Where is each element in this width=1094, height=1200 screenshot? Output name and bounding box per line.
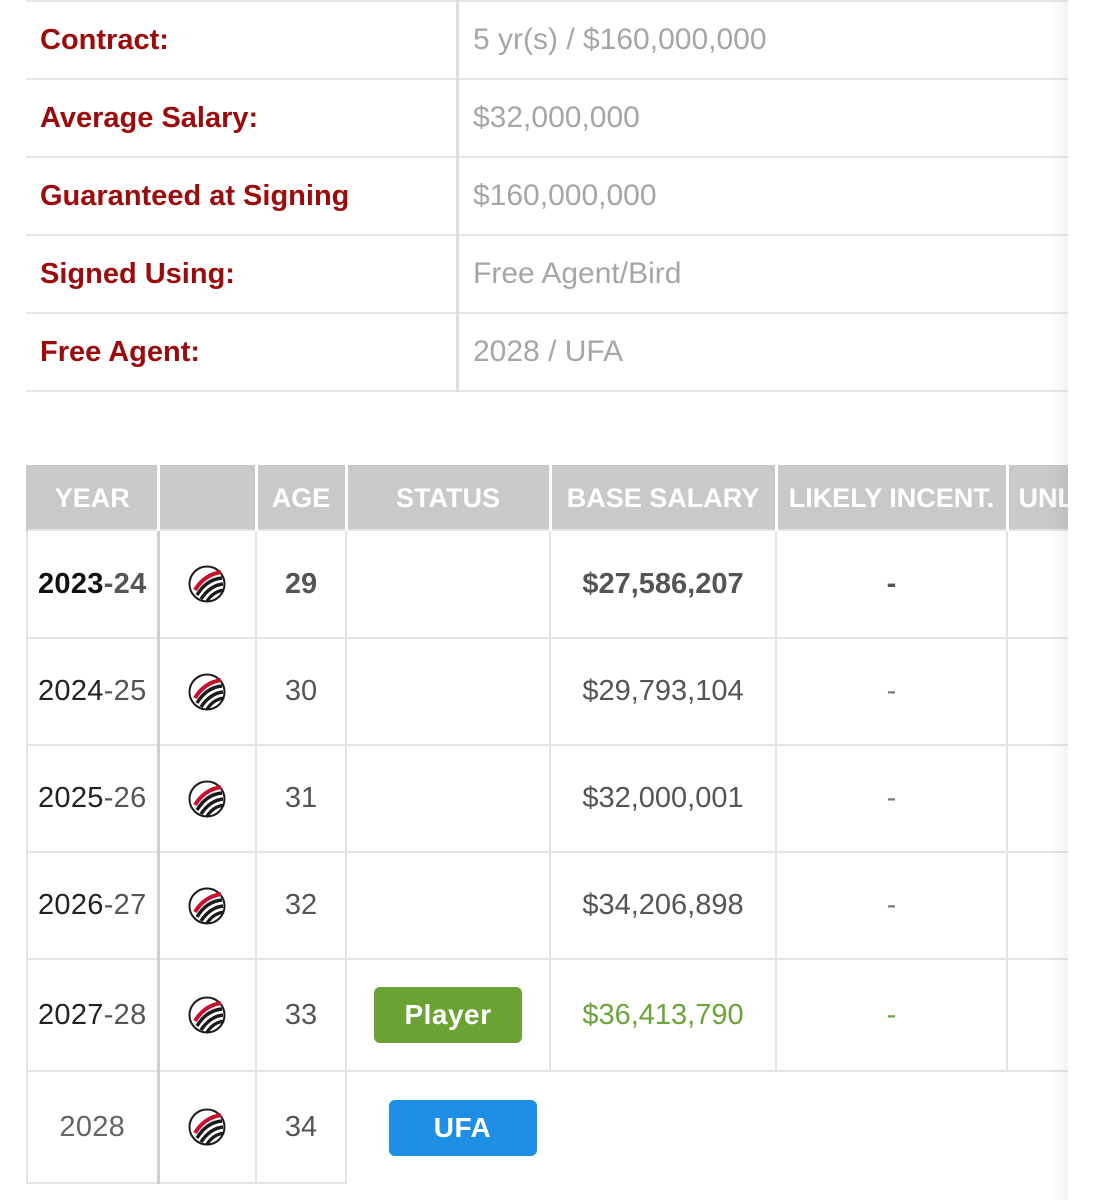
status-cell: [345, 529, 551, 639]
trail-blazers-pinwheel-icon[interactable]: [187, 779, 227, 819]
team-cell: [157, 958, 257, 1072]
likely-incentives-cell: -: [775, 744, 1008, 853]
age-cell: 29: [255, 529, 347, 639]
season-start: 2023: [37, 567, 104, 600]
team-cell: [157, 744, 257, 853]
season-cell: 2028: [26, 1070, 160, 1184]
summary-label: Signed Using:: [26, 235, 459, 314]
season-start: 2026: [37, 889, 104, 921]
status-cell: [345, 744, 551, 853]
empty-cell: [550, 1071, 776, 1183]
age-cell: 34: [255, 1070, 347, 1184]
team-cell: [157, 1070, 257, 1184]
trail-blazers-pinwheel-icon[interactable]: [187, 886, 227, 926]
summary-label: Guaranteed at Signing: [26, 157, 459, 236]
column-header-age[interactable]: AGE: [254, 465, 346, 530]
season-end: -24: [103, 567, 147, 600]
free-agent-row: 2028 34 UFA: [26, 1070, 1094, 1184]
column-header-year[interactable]: YEAR: [26, 465, 158, 530]
season-end: -26: [103, 782, 147, 814]
likely-incentives-cell: -: [775, 851, 1008, 960]
table-row: 2026-27 32 $34,206,898 -: [26, 851, 1094, 960]
summary-value: 2028 / UFA: [457, 313, 1068, 392]
trail-blazers-pinwheel-icon[interactable]: [187, 564, 227, 604]
season-end: -25: [103, 675, 147, 707]
column-header-status[interactable]: STATUS: [344, 465, 550, 530]
season-start: 2024: [37, 675, 104, 707]
likely-incentives-cell: -: [775, 637, 1008, 746]
table-row: 2027-28 33 Player $36,413,790 -: [26, 958, 1094, 1072]
summary-value: $32,000,000: [457, 79, 1068, 158]
status-cell: [345, 851, 551, 960]
ufa-badge[interactable]: UFA: [388, 1099, 537, 1156]
age-cell: 32: [255, 851, 347, 960]
contract-summary: Contract: 5 yr(s) / $160,000,000 Average…: [26, 0, 1068, 392]
summary-row-average-salary: Average Salary: $32,000,000: [26, 79, 1068, 158]
season-end: -27: [103, 889, 147, 921]
trail-blazers-pinwheel-icon[interactable]: [187, 1107, 227, 1147]
status-cell: Player: [345, 958, 551, 1072]
season-start: 2027: [37, 998, 104, 1031]
summary-row-guaranteed: Guaranteed at Signing $160,000,000: [26, 157, 1068, 236]
salary-table: YEAR AGE STATUS BASE SALARY LIKELY INCEN…: [26, 465, 1094, 1184]
player-option-badge[interactable]: Player: [374, 987, 522, 1043]
age-cell: 30: [255, 637, 347, 746]
table-row: 2025-26 31 $32,000,001 -: [26, 744, 1094, 853]
summary-label: Contract:: [26, 0, 459, 80]
team-cell: [157, 529, 257, 639]
table-row: 2023-24 29 $27,586,207 -: [26, 529, 1094, 639]
summary-row-contract: Contract: 5 yr(s) / $160,000,000: [26, 0, 1068, 80]
summary-value: $160,000,000: [457, 157, 1068, 236]
column-header-base-salary[interactable]: BASE SALARY: [548, 465, 776, 530]
team-cell: [157, 851, 257, 960]
likely-incentives-cell: -: [775, 958, 1008, 1072]
summary-label: Free Agent:: [26, 313, 459, 392]
table-row: 2024-25 30 $29,793,104 -: [26, 637, 1094, 746]
base-salary-cell: $32,000,001: [549, 744, 777, 853]
table-header-row: YEAR AGE STATUS BASE SALARY LIKELY INCEN…: [26, 465, 1094, 530]
likely-incentives-cell: -: [775, 529, 1008, 639]
page-edge: [1068, 0, 1094, 1200]
season-cell: 2027-28: [26, 958, 160, 1072]
status-cell: [345, 637, 551, 746]
age-cell: 33: [255, 958, 347, 1072]
summary-label: Average Salary:: [26, 79, 459, 158]
season-end: -28: [103, 998, 147, 1031]
summary-row-signed-using: Signed Using: Free Agent/Bird: [26, 235, 1068, 314]
column-header-likely-incentives[interactable]: LIKELY INCENT.: [774, 465, 1007, 530]
empty-cell: [776, 1071, 1007, 1183]
column-header-team: [156, 465, 256, 530]
summary-row-free-agent: Free Agent: 2028 / UFA: [26, 313, 1068, 392]
season-start: 2025: [37, 782, 104, 814]
summary-value: Free Agent/Bird: [457, 235, 1068, 314]
base-salary-cell: $29,793,104: [549, 637, 777, 746]
base-salary-cell: $34,206,898: [549, 851, 777, 960]
trail-blazers-pinwheel-icon[interactable]: [187, 672, 227, 712]
age-cell: 31: [255, 744, 347, 853]
base-salary-cell: $27,586,207: [549, 529, 777, 639]
team-cell: [157, 637, 257, 746]
season-cell: 2025-26: [26, 744, 160, 853]
status-cell: UFA: [346, 1071, 550, 1183]
season-cell: 2026-27: [26, 851, 160, 960]
season-cell: 2023-24: [26, 529, 160, 639]
trail-blazers-pinwheel-icon[interactable]: [187, 995, 227, 1035]
season-cell: 2024-25: [26, 637, 160, 746]
base-salary-cell: $36,413,790: [549, 958, 777, 1072]
summary-value: 5 yr(s) / $160,000,000: [457, 0, 1068, 80]
